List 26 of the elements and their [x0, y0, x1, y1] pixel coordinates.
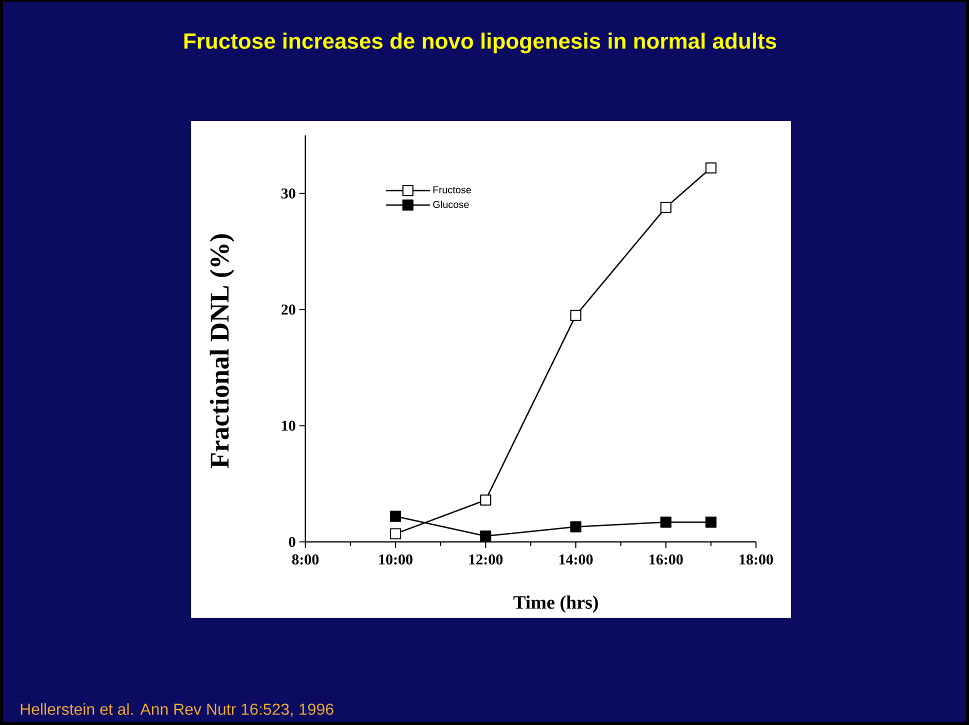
point	[705, 162, 716, 174]
legend-label: Glucose	[433, 200, 469, 208]
x-axis-title: Time (hrs)	[513, 595, 598, 613]
point	[480, 494, 492, 506]
y-tick-label: 20	[282, 304, 296, 315]
point	[660, 202, 672, 213]
point	[390, 510, 402, 522]
y-tick-label: 10	[282, 420, 296, 431]
point	[480, 530, 492, 542]
chart-title: Fructose increases de novo lipogenesis in normal adults	[184, 32, 776, 54]
text: Hellerstein et al. Ann Rev Nutr 16:523, 1996	[20, 703, 334, 717]
x-tick-label: 12:00	[469, 554, 503, 565]
x-tick-label: 8:00	[292, 554, 319, 565]
point	[705, 516, 716, 528]
x-tick-label: 14:00	[559, 554, 593, 565]
point	[390, 528, 402, 540]
y-tick-label: 30	[281, 188, 296, 199]
y-tick-label: 0	[288, 536, 296, 547]
point	[570, 310, 582, 321]
y-axis-title: Fractional DNL (%)	[210, 234, 234, 468]
x-tick-label: 16:00	[650, 554, 683, 565]
x-tick-label: 10:00	[379, 554, 412, 565]
legend-label: Fructose	[433, 186, 472, 194]
point	[570, 521, 582, 532]
point	[660, 516, 672, 528]
x-tick-label: 18:00	[740, 554, 773, 565]
